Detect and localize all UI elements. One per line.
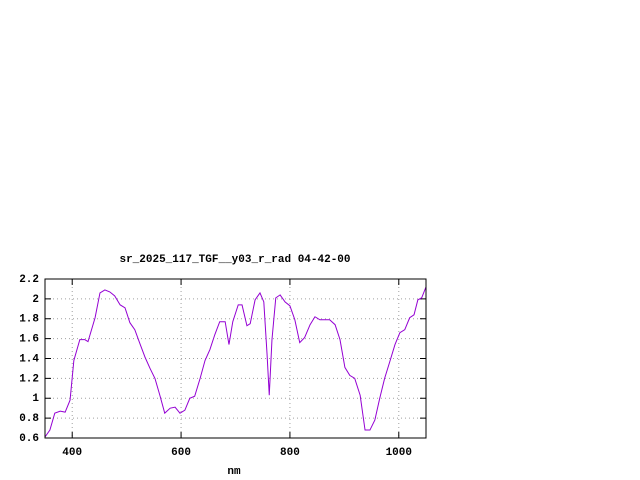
- y-tick-label: 1.4: [19, 353, 39, 365]
- y-tick-label: 1.8: [19, 314, 39, 326]
- y-tick-label: 1.2: [19, 373, 39, 385]
- x-tick-label: 800: [280, 447, 300, 459]
- y-tick-label: 2.2: [19, 274, 39, 286]
- x-tick-label: 600: [171, 447, 191, 459]
- x-tick-label: 400: [62, 447, 82, 459]
- chart-title: sr_2025_117_TGF__y03_r_rad 04-42-00: [119, 254, 350, 266]
- y-tick-label: 0.6: [19, 433, 39, 445]
- x-tick-label: 1000: [386, 447, 412, 459]
- y-tick-label: 1.6: [19, 334, 39, 346]
- data-line: [44, 286, 427, 438]
- x-axis-label: nm: [227, 466, 241, 478]
- y-tick-label: 2: [32, 294, 39, 306]
- y-tick-label: 1: [32, 393, 39, 405]
- y-tick-label: 0.8: [19, 413, 39, 425]
- plot-border: [44, 278, 427, 439]
